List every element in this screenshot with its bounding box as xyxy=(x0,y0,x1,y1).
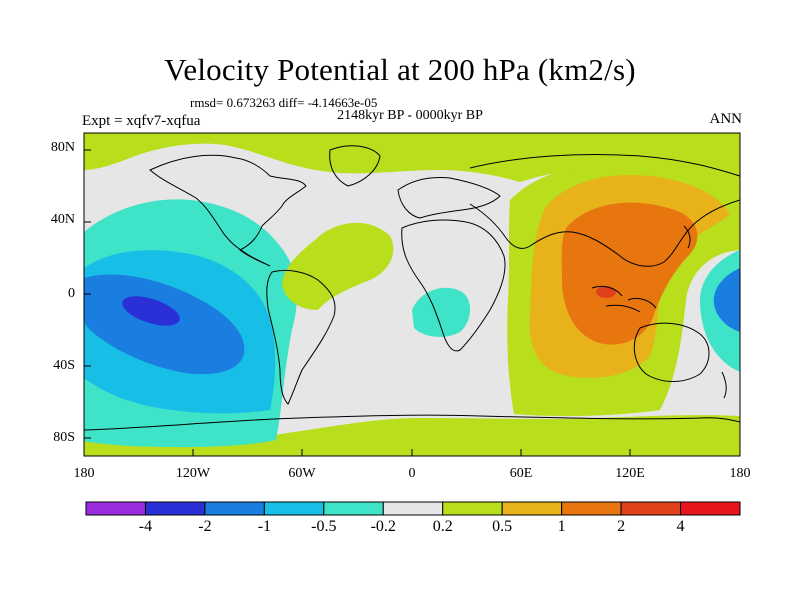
lon-tick-label: 0 xyxy=(408,466,416,481)
europe-coast xyxy=(397,177,501,219)
lat-tick-label: 80N xyxy=(50,140,75,155)
lon-tick-label: 180 xyxy=(73,466,95,481)
colorbar-swatch xyxy=(442,501,503,516)
stats-line: rmsd= 0.673263 diff= -4.14663e-05 xyxy=(190,95,378,110)
dateline-negative-strong xyxy=(713,268,740,332)
colorbar-label: -0.5 xyxy=(311,518,337,535)
colorbar-swatch xyxy=(501,501,563,516)
africa-coast xyxy=(401,219,506,352)
lat-tick-label: 40S xyxy=(53,358,75,373)
season-label: ANN xyxy=(709,111,743,127)
maritime-maximum xyxy=(596,286,616,298)
contour-fill xyxy=(84,133,740,456)
indian-ocean-strong xyxy=(561,202,698,345)
period-label: 2148kyr BP - 0000kyr BP xyxy=(337,108,483,123)
atlantic-positive-region xyxy=(282,222,394,310)
chart-title: Velocity Potential at 200 hPa (km2/s) xyxy=(164,52,636,87)
asia-coast xyxy=(469,154,740,267)
colorbar-swatch xyxy=(561,501,622,516)
colorbar-label: -0.2 xyxy=(370,518,396,535)
lon-tick-label: 120W xyxy=(175,466,211,481)
north-america-coast xyxy=(149,154,307,267)
colorbar-label: 0.5 xyxy=(492,518,513,535)
colorbar-swatch xyxy=(323,501,384,516)
australia-coast xyxy=(633,322,710,382)
colorbar-label: 2 xyxy=(617,518,626,535)
colorbar-label: -1 xyxy=(257,518,272,535)
colorbar-label: 4 xyxy=(676,518,685,535)
south-america-coast xyxy=(266,269,336,405)
colorbar-swatch xyxy=(204,501,265,516)
lat-tick-label: 0 xyxy=(68,286,75,301)
lon-tick-label: 120E xyxy=(615,466,645,481)
colorbar-label: -2 xyxy=(198,518,212,535)
experiment-label: Expt = xqfv7-xqfua xyxy=(82,113,201,129)
colorbar-label: 0.2 xyxy=(432,518,453,535)
lon-tick-label: 180 xyxy=(729,466,751,481)
greenland-coast xyxy=(329,145,381,187)
lon-tick-label: 60W xyxy=(288,466,316,481)
lat-tick-label: 80S xyxy=(53,430,75,445)
colorbar-swatch xyxy=(263,501,325,516)
coastlines xyxy=(84,145,740,431)
south-atlantic-negative xyxy=(412,287,471,337)
axis-ticks xyxy=(83,149,741,456)
colorbar-swatch xyxy=(620,501,682,516)
antarctica-coast xyxy=(84,414,740,431)
pacific-minimum xyxy=(122,296,180,326)
colorbar-swatch xyxy=(382,501,444,516)
new-zealand-coast xyxy=(721,371,727,399)
lat-tick-label: 40N xyxy=(50,212,75,227)
japan-coast xyxy=(683,225,691,249)
colorbar-swatch xyxy=(144,501,206,516)
colorbar-swatch xyxy=(85,501,146,516)
colorbar-label: 1 xyxy=(557,518,566,535)
lon-tick-label: 60E xyxy=(509,466,533,481)
colorbar xyxy=(85,501,741,516)
southern-positive-band xyxy=(84,415,740,456)
colorbar-label: -4 xyxy=(138,518,153,535)
maritime-continent-islands xyxy=(591,285,657,313)
colorbar-swatch xyxy=(680,501,741,516)
